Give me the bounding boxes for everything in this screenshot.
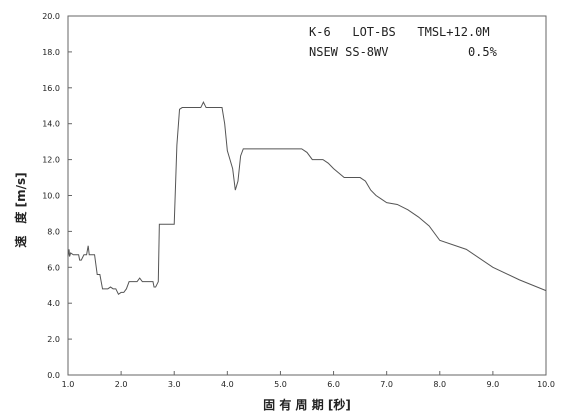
x-tick-label: 6.0 (327, 380, 340, 389)
plot-frame (67, 15, 547, 376)
x-axis-ticks: 1.0 2.0 3.0 4.0 5.0 6.0 7.0 8.0 9.0 10.0 (62, 371, 555, 389)
y-tick-label: 6.0 (47, 263, 60, 272)
y-tick-label: 4.0 (47, 299, 60, 308)
y-tick-label: 20.0 (42, 12, 60, 21)
y-tick-label: 18.0 (42, 48, 60, 57)
x-tick-label: 2.0 (115, 380, 128, 389)
y-tick-label: 10.0 (42, 192, 60, 201)
y-tick-label: 8.0 (47, 227, 60, 236)
x-tick-label: 9.0 (487, 380, 500, 389)
y-tick-label: 12.0 (42, 156, 60, 165)
y-tick-label: 2.0 (47, 335, 60, 344)
x-tick-label: 7.0 (380, 380, 393, 389)
x-tick-label: 8.0 (433, 380, 446, 389)
y-tick-label: 0.0 (47, 371, 60, 380)
y-axis-ticks: 0.0 2.0 4.0 6.0 8.0 10.0 12.0 14.0 16.0 18.0 20.0 (42, 12, 72, 380)
x-tick-label: 5.0 (274, 380, 287, 389)
chart-annotation-line-1: K-6 LOT-BS TMSL+12.0M (309, 25, 490, 39)
x-tick-label: 1.0 (62, 380, 75, 389)
chart-annotation-line-2: NSEW SS-8WV 0.5% (309, 45, 498, 59)
y-tick-label: 16.0 (42, 84, 60, 93)
velocity-series-line (67, 101, 547, 295)
x-tick-label: 3.0 (168, 380, 181, 389)
y-tick-label: 14.0 (42, 120, 60, 129)
x-axis-title: 固 有 周 期 [秒] (263, 397, 351, 412)
x-tick-label: 4.0 (221, 380, 234, 389)
x-tick-label: 10.0 (537, 380, 555, 389)
y-axis-title: 速 度 [m/s] (13, 172, 28, 247)
